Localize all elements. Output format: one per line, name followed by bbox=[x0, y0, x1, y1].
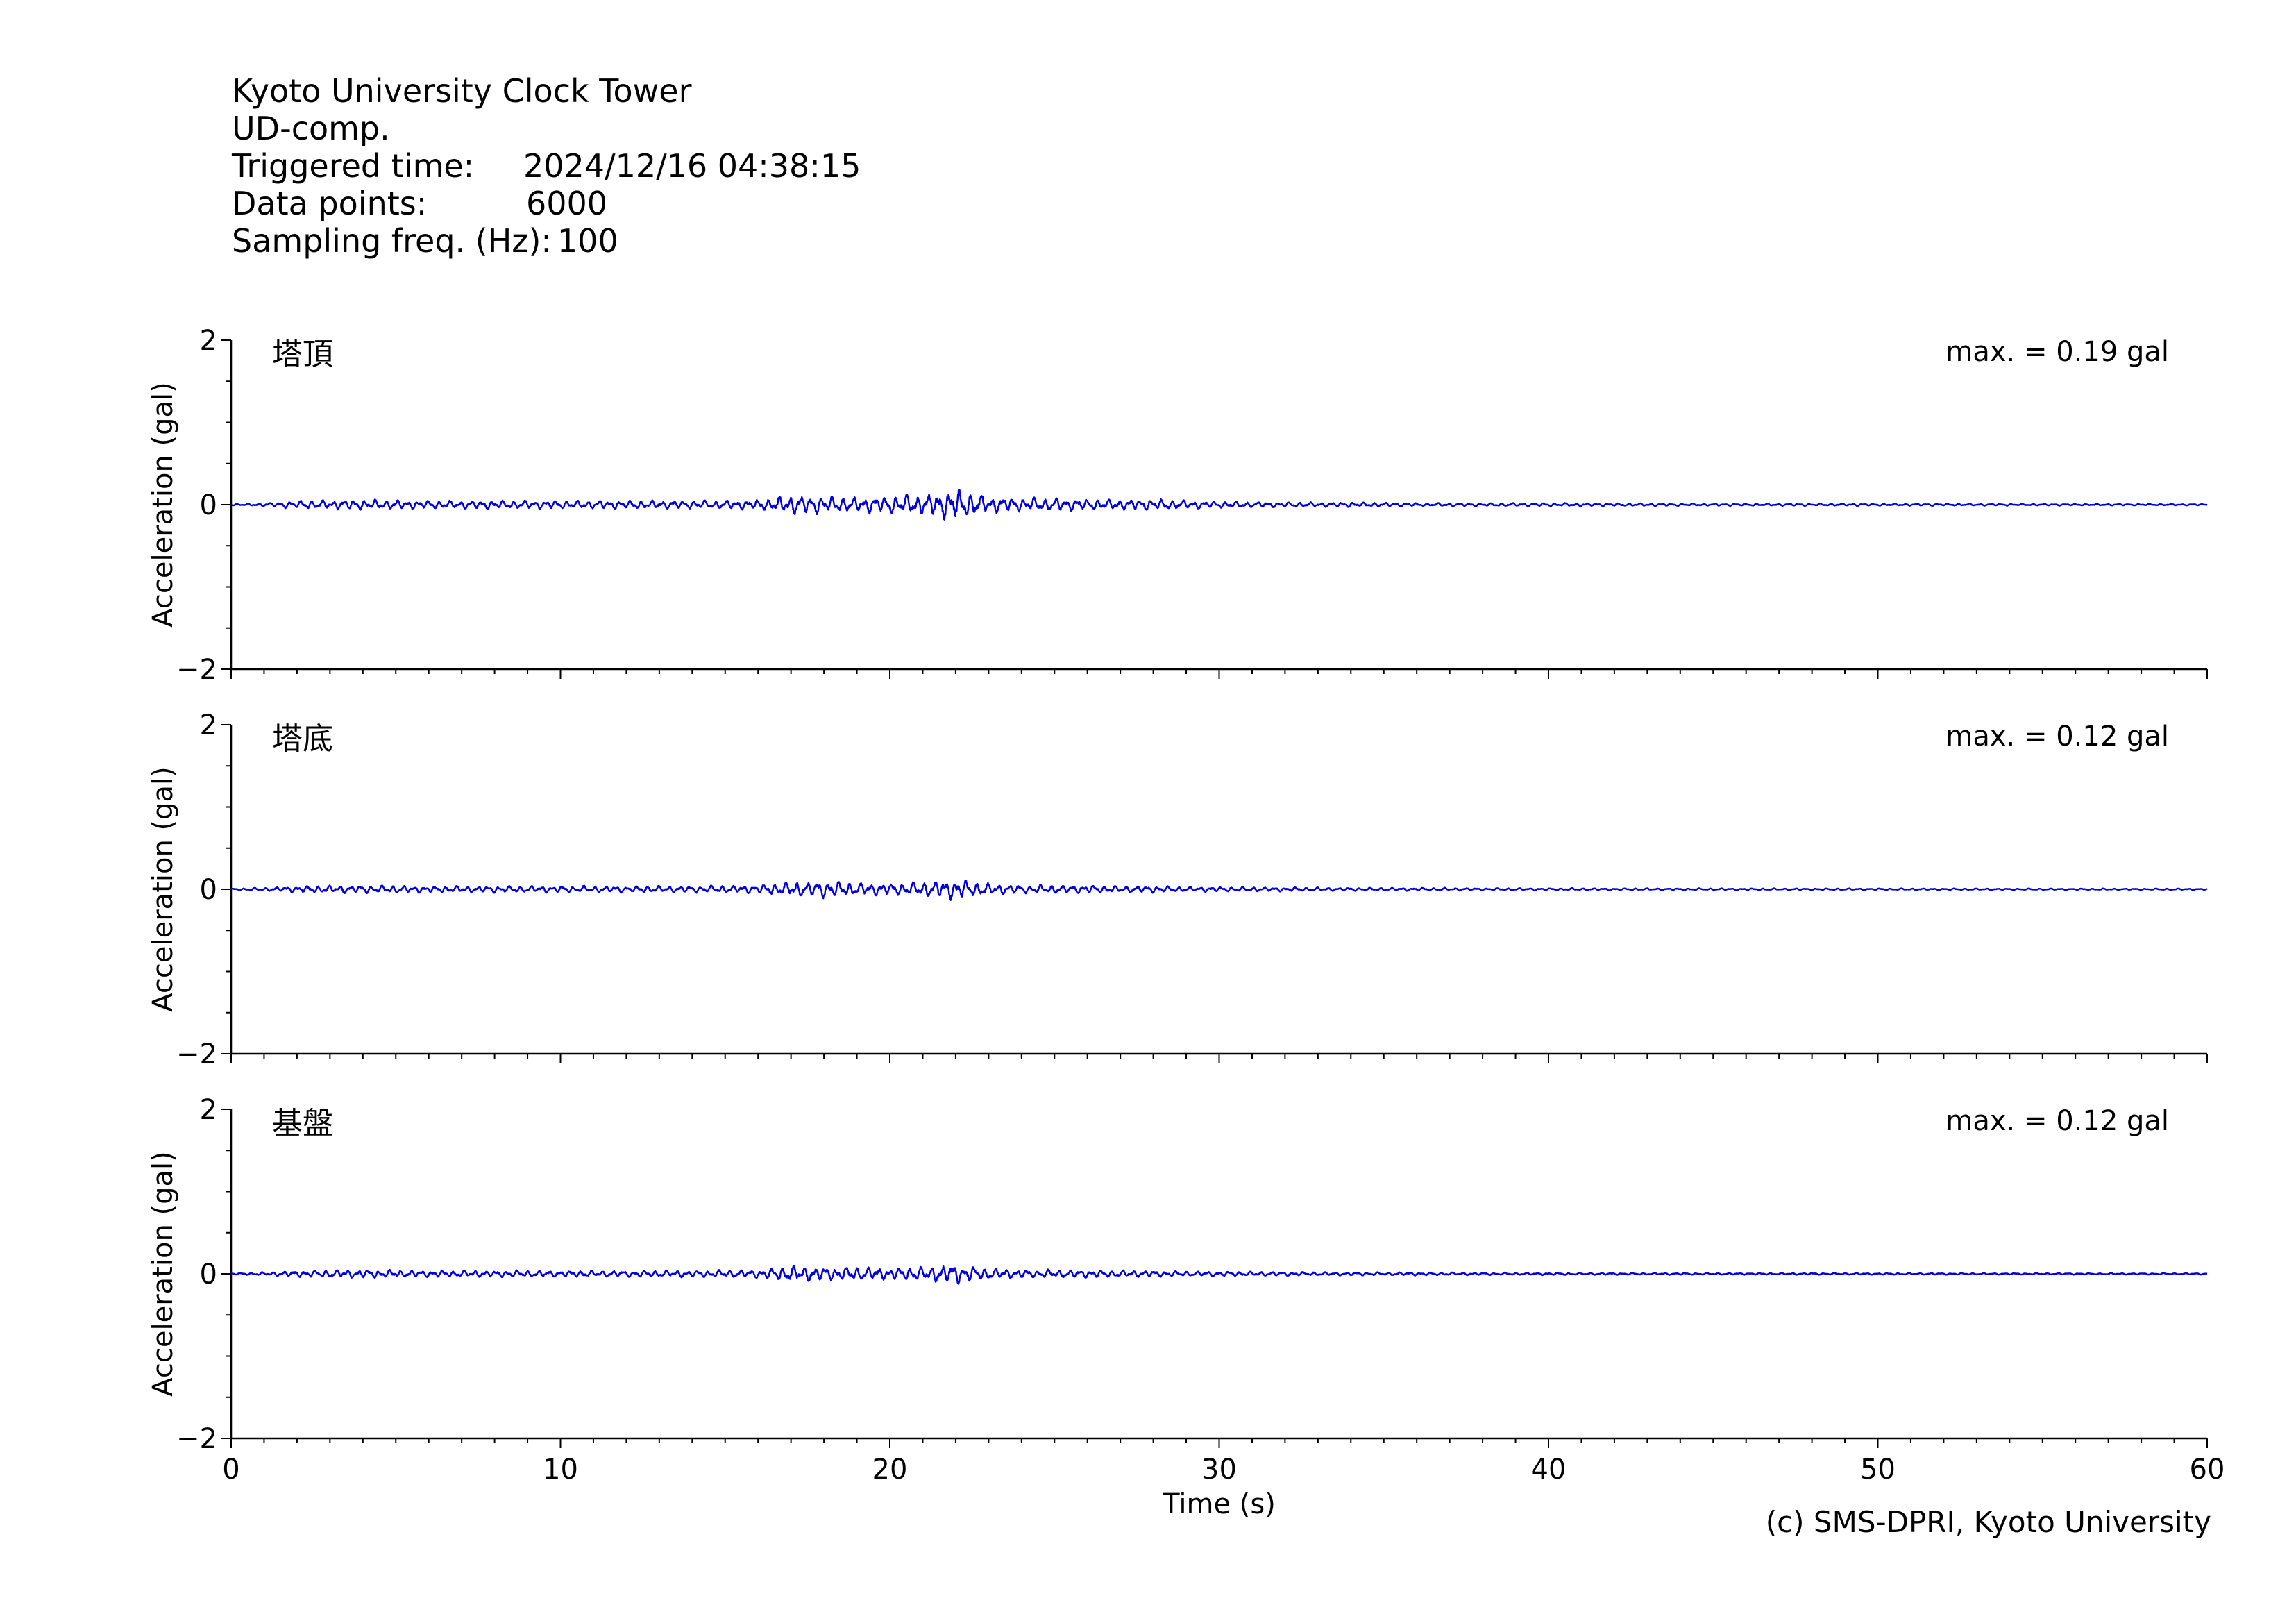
panel-3-x-tick-label: 50 bbox=[1860, 1454, 1896, 1486]
panel-3-x-tick-label: 10 bbox=[543, 1454, 578, 1486]
panel-3-x-tick-label: 30 bbox=[1201, 1454, 1237, 1486]
panel-1-y-tick-label: −2 bbox=[176, 654, 217, 686]
panel-3-y-tick-label: 2 bbox=[200, 1094, 217, 1126]
station-name: Kyoto University Clock Tower bbox=[232, 72, 692, 110]
panel-1-station-label: 塔頂 bbox=[272, 337, 333, 372]
panel-1-waveform-trace bbox=[230, 489, 2208, 521]
panel-3-x-axis-label: Time (s) bbox=[1162, 1488, 1276, 1520]
triggered-time-value: 2024/12/16 04:38:15 bbox=[523, 147, 861, 185]
panel-3-y-tick-label: −2 bbox=[176, 1423, 217, 1455]
panel-1-max-label: max. = 0.19 gal bbox=[1945, 336, 2169, 368]
component-label: UD-comp. bbox=[232, 110, 390, 147]
panel-2-waveform-trace bbox=[230, 880, 2208, 901]
data-points-row: Data points: 6000 bbox=[232, 185, 861, 222]
panel-3-y-axis-label: Acceleration (gal) bbox=[147, 1151, 179, 1397]
panel-2-y-tick-label: −2 bbox=[176, 1038, 217, 1070]
panel-1-y-tick-label: 2 bbox=[200, 325, 217, 357]
panel-1-y-tick-label: 0 bbox=[200, 489, 217, 521]
panel-3-x-tick-label: 0 bbox=[222, 1454, 239, 1486]
triggered-time-row: Triggered time: 2024/12/16 04:38:15 bbox=[232, 147, 861, 185]
panel-2-y-tick-label: 2 bbox=[200, 709, 217, 741]
panel-3-x-tick-label: 60 bbox=[2190, 1454, 2225, 1486]
panel-3-waveform-trace bbox=[230, 1265, 2208, 1285]
panel-3-x-tick-label: 40 bbox=[1531, 1454, 1567, 1486]
sampling-freq-label: Sampling freq. (Hz): bbox=[232, 222, 552, 260]
sampling-freq-value: 100 bbox=[557, 222, 618, 260]
panel-2-y-axis-label: Acceleration (gal) bbox=[147, 766, 179, 1012]
panel-2-max-label: max. = 0.12 gal bbox=[1945, 721, 2169, 752]
panel-3-station-label: 基盤 bbox=[272, 1106, 333, 1141]
sampling-freq-row: Sampling freq. (Hz): 100 bbox=[232, 222, 861, 260]
copyright-text: (c) SMS-DPRI, Kyoto University bbox=[1765, 1505, 2211, 1539]
panel-2-y-tick-label: 0 bbox=[200, 874, 217, 906]
header-info: Kyoto University Clock Tower UD-comp. Tr… bbox=[232, 72, 861, 260]
panel-2-station-label: 塔底 bbox=[272, 721, 333, 757]
panel-3-max-label: max. = 0.12 gal bbox=[1945, 1105, 2169, 1137]
data-points-label: Data points: bbox=[232, 185, 428, 222]
panel-3-x-tick-label: 20 bbox=[872, 1454, 908, 1486]
triggered-time-label: Triggered time: bbox=[232, 147, 475, 185]
panel-1-y-axis-label: Acceleration (gal) bbox=[147, 382, 179, 628]
panel-3-y-tick-label: 0 bbox=[200, 1259, 217, 1290]
data-points-value: 6000 bbox=[526, 185, 608, 222]
